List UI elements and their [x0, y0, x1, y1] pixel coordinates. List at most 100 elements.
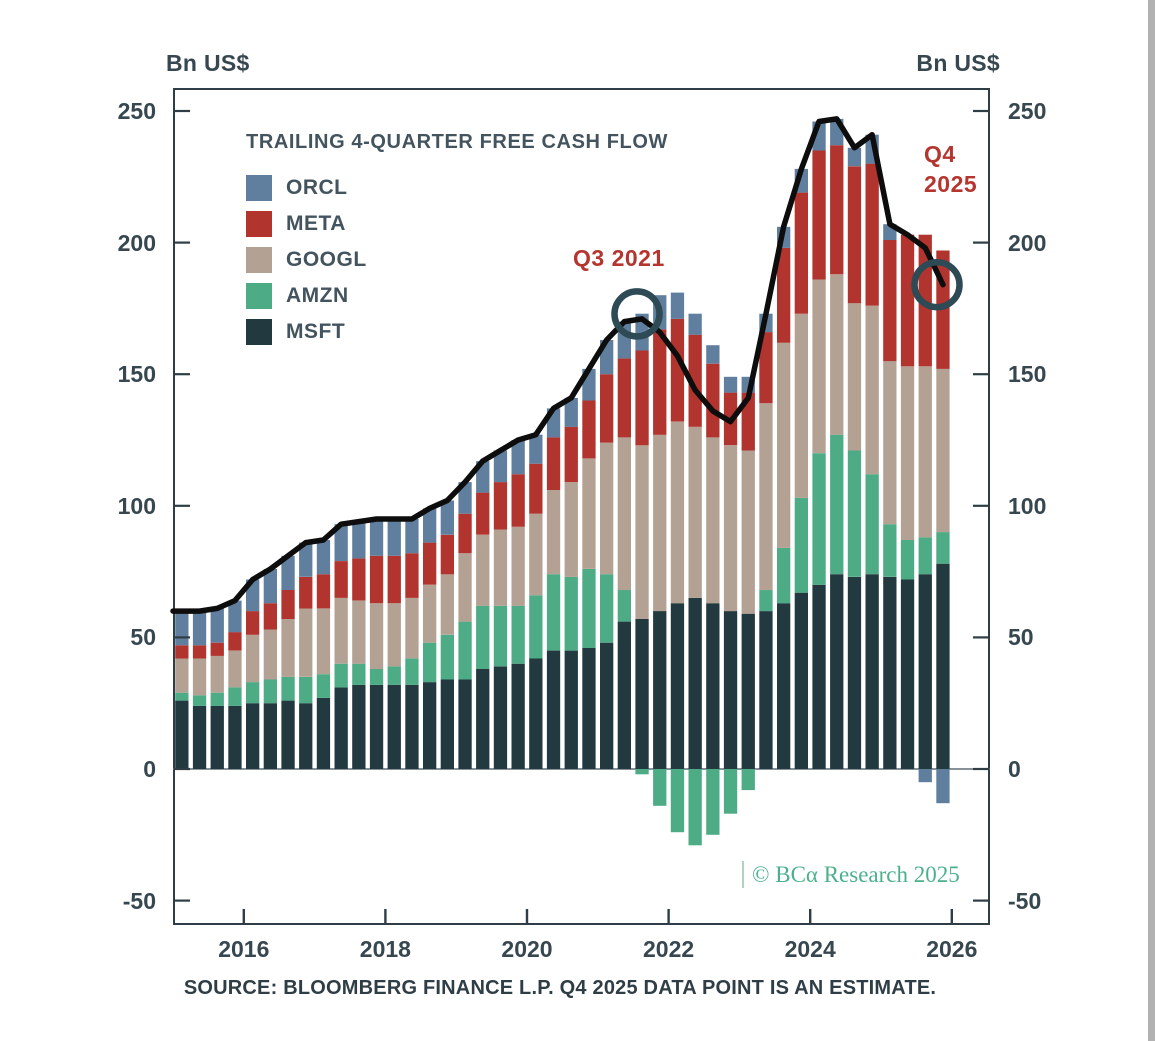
bar-segment-googl [723, 445, 738, 612]
bar-segment-amzn [334, 663, 348, 688]
y-axis-label-right: 50 [1008, 624, 1034, 651]
legend-item-googl: GOOGL [246, 247, 668, 273]
annotation-circle [611, 288, 663, 340]
bar-segment-googl [653, 434, 667, 611]
bar-segment-msft [706, 603, 720, 769]
bar-segment-meta [334, 561, 348, 598]
bar-segment-msft [369, 684, 384, 769]
legend-item-meta: META [246, 211, 668, 237]
bar-segment-meta [476, 492, 490, 535]
x-axis-label: 2024 [784, 936, 836, 962]
bar-segment-meta [316, 574, 331, 609]
bar-segment-msft [830, 574, 844, 769]
bar-segment-orcl [281, 555, 295, 590]
total-line [170, 116, 946, 614]
annotation-q3-2021: Q3 2021 [573, 245, 665, 271]
bar-segment-orcl [263, 569, 277, 604]
bar-segment-amzn [883, 524, 897, 577]
y-axis-label-left: 250 [117, 98, 156, 124]
bar-segment-msft [777, 603, 791, 769]
bar-segment-msft [564, 650, 578, 769]
bar-segment-meta [794, 192, 808, 314]
bar-segment-amzn [529, 595, 543, 659]
bar-segment-amzn [228, 687, 242, 706]
bar-segment-meta [777, 247, 791, 343]
bar-segment-msft [812, 584, 826, 769]
bar-segment-googl [369, 603, 384, 669]
bar-segment-msft [865, 574, 879, 769]
y-axis-label-right: 150 [1008, 361, 1047, 388]
y-axis-label-left: -50 [122, 887, 156, 914]
bar-segment-orcl [369, 519, 384, 556]
bar-segment-googl [865, 305, 879, 475]
bar-segment-amzn [423, 642, 437, 683]
bar-segment-orcl [352, 521, 366, 559]
chart-canvas [170, 109, 990, 924]
bar-segment-orcl [334, 524, 348, 561]
y-axis-label-left: 50 [130, 624, 156, 651]
annotation-circle [911, 258, 963, 311]
bar-segment-msft [316, 697, 331, 769]
bar-segment-msft [423, 682, 437, 769]
bar-segment-msft [918, 574, 932, 769]
bar-segment-msft [670, 603, 685, 769]
y-axis-label-left: 100 [117, 492, 156, 519]
orcl-swatch-icon [246, 175, 272, 201]
bar-segment-amzn [582, 569, 596, 648]
meta-swatch-icon [246, 211, 272, 237]
bar-segment-meta [812, 150, 826, 280]
bar-segment-orcl [405, 519, 419, 554]
source-note: SOURCE: BLOOMBERG FINANCE L.P. Q4 2025 D… [183, 977, 937, 999]
bar-segment-meta [263, 603, 277, 630]
bar-segment-amzn [316, 674, 331, 698]
bar-segment-meta [529, 463, 543, 514]
bar-segment-googl [352, 600, 366, 664]
bar-segment-meta [423, 542, 437, 585]
bar-segment-meta [228, 632, 242, 651]
bar-segment-orcl [423, 508, 437, 543]
msft-swatch-icon [246, 319, 272, 345]
bar-segment-googl [387, 603, 401, 667]
bar-segment-meta [369, 555, 384, 604]
x-axis-label: 2022 [643, 936, 695, 962]
bar-segment-msft [883, 576, 897, 769]
bar-segment-googl [334, 597, 348, 664]
bar-segment-orcl [670, 292, 685, 319]
bar-segment-googl [316, 608, 331, 675]
bar-segment-meta [688, 334, 702, 427]
bar-segment-msft [546, 650, 561, 769]
bar-segment-googl [812, 279, 826, 454]
annotation-q4-2025: Q4 2025 [924, 141, 978, 197]
bar-segment-orcl [192, 611, 207, 646]
bar-segment-googl [670, 421, 685, 604]
y-axis-units-left: Bn US$ [166, 50, 250, 76]
bar-segment-amzn [865, 474, 879, 575]
bar-segment-msft [759, 611, 773, 769]
bar-segment-meta [192, 645, 207, 659]
bar-segment-googl [405, 597, 419, 659]
bar-segment-googl [847, 303, 862, 451]
bar-segment-googl [617, 437, 631, 591]
bar-segment-orcl [918, 769, 932, 783]
y-axis-label-right: -50 [1008, 887, 1042, 914]
bar-segment-googl [263, 629, 277, 680]
bar-segment-msft [847, 576, 862, 769]
bar-segment-googl [741, 450, 755, 614]
bar-segment-meta [493, 482, 508, 530]
y-axis-label-right: 200 [1008, 229, 1047, 256]
bar-segment-amzn [263, 679, 277, 704]
bar-segment-amzn [688, 769, 702, 846]
bar-segment-amzn [635, 769, 649, 775]
bar-segment-amzn [777, 547, 791, 604]
bar-segment-msft [794, 592, 808, 769]
legend-label: GOOGL [286, 248, 367, 271]
bar-segment-googl [759, 403, 773, 591]
bar-segment-msft [281, 700, 295, 769]
bar-segment-orcl [936, 769, 950, 804]
bar-segment-amzn [794, 497, 808, 593]
bar-segment-amzn [281, 676, 295, 701]
bar-segment-meta [741, 392, 755, 451]
bar-segment-meta [600, 374, 614, 443]
bar-segment-googl [546, 490, 561, 575]
bar-segment-amzn [210, 692, 224, 706]
